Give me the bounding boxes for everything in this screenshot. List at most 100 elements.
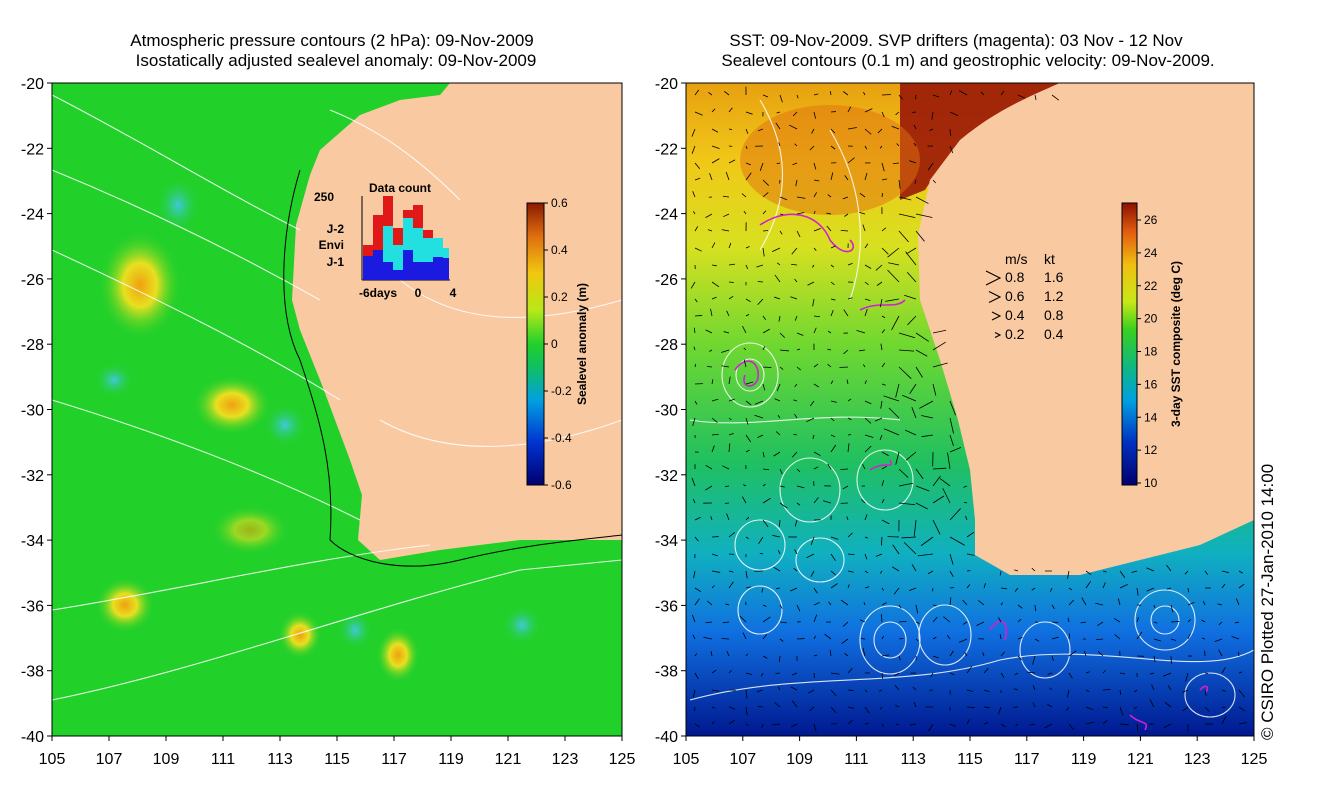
velocity-vector <box>905 429 917 436</box>
bar-envi <box>443 248 449 258</box>
velocity-vector <box>1085 581 1091 589</box>
velocity-vector <box>791 700 798 708</box>
velocity-vector <box>998 617 1002 623</box>
velocity-vector <box>949 128 952 137</box>
velocity-vector <box>694 672 699 680</box>
velocity-vector <box>745 298 751 303</box>
y-tick-label: -32 <box>21 468 44 485</box>
velocity-vector <box>692 498 696 504</box>
velocity-vector <box>1034 604 1036 612</box>
velocity-vector <box>894 685 900 691</box>
velocity-vector <box>927 570 934 575</box>
velocity-vector <box>779 213 784 216</box>
velocity-vector <box>932 179 936 184</box>
velocity-vector <box>1221 706 1226 709</box>
velocity-vector <box>1085 706 1094 711</box>
velocity-vector <box>791 247 798 255</box>
velocity-vector <box>949 400 956 416</box>
velocity-vector <box>779 196 788 201</box>
velocity-vector <box>903 542 917 555</box>
x-tick-label: 119 <box>438 751 464 768</box>
velocity-vector <box>743 347 747 351</box>
velocity-vector <box>830 245 836 249</box>
velocity-vector <box>932 467 947 470</box>
velocity-vector <box>946 635 951 640</box>
velocity-vector <box>864 172 868 181</box>
bar-j1 <box>433 257 443 280</box>
velocity-vector <box>813 210 816 215</box>
x-tick-label: 113 <box>267 751 293 768</box>
velocity-vector <box>745 653 749 657</box>
velocity-vector <box>920 536 934 547</box>
velocity-vector <box>754 400 764 405</box>
velocity-vector <box>919 400 934 409</box>
velocity-vector <box>813 192 817 198</box>
velocity-vector <box>792 111 798 117</box>
velocity-vector <box>949 446 962 453</box>
velocity-vector <box>1080 621 1087 624</box>
velocity-vector <box>881 247 889 255</box>
velocity-vector <box>709 349 713 352</box>
velocity-vector <box>822 500 832 504</box>
velocity-vector <box>847 689 854 692</box>
velocity-vector <box>847 157 855 164</box>
velocity-vector <box>1051 604 1055 609</box>
velocity-vector <box>824 633 832 640</box>
anomaly-low <box>337 610 373 650</box>
y-tick-label: -28 <box>655 337 678 354</box>
velocity-vector <box>711 108 716 113</box>
velocity-vector <box>711 721 715 725</box>
velocity-vector <box>1166 564 1172 572</box>
velocity-vector <box>794 315 798 321</box>
x-tick-label: 111 <box>211 751 235 768</box>
velocity-vector <box>864 689 868 693</box>
velocity-vector <box>1067 617 1070 623</box>
velocity-vector <box>1081 597 1087 606</box>
velocity-vector <box>830 689 837 697</box>
velocity-vector <box>1221 570 1230 574</box>
velocity-vector <box>813 614 818 623</box>
velocity-vector <box>796 196 806 199</box>
velocity-vector <box>813 723 817 732</box>
velocity-vector <box>842 621 849 627</box>
colorbar-tick-label: 20 <box>1144 312 1158 326</box>
velocity-vector <box>692 191 696 198</box>
velocity-vector <box>921 434 934 438</box>
velocity-vector <box>1102 706 1109 709</box>
bar-j1 <box>373 250 383 280</box>
velocity-vector <box>779 502 788 509</box>
velocity-vector <box>1047 672 1053 675</box>
velocity-vector <box>813 315 820 318</box>
velocity-vector <box>778 315 781 322</box>
velocity-vector <box>861 499 866 504</box>
data-count-inset: Data count 250 <box>314 181 457 300</box>
x-tick-label: 117 <box>1014 751 1040 768</box>
velocity-vector <box>883 395 900 402</box>
velocity-vector <box>725 603 730 606</box>
velocity-vector <box>756 264 764 268</box>
velocity-vector <box>911 407 917 419</box>
velocity-vector <box>1015 723 1019 727</box>
velocity-vector <box>728 417 732 421</box>
colorbar-tick-label: 18 <box>1144 345 1158 359</box>
velocity-vector <box>895 704 900 708</box>
velocity-vector <box>881 451 889 456</box>
velocity-legend-ms: 0.2 <box>1005 326 1025 342</box>
velocity-vector <box>809 706 815 712</box>
velocity-vector <box>880 343 883 351</box>
velocity-vector <box>703 636 713 640</box>
velocity-vector <box>1085 671 1091 674</box>
velocity-vector <box>847 297 853 300</box>
velocity-vector <box>1153 621 1158 624</box>
velocity-vector <box>1162 672 1172 677</box>
velocity-vector <box>898 468 909 478</box>
left-title-line1: Atmospheric pressure contours (2 hPa): 0… <box>130 31 533 50</box>
velocity-vector <box>1068 650 1077 657</box>
velocity-vector <box>881 193 884 198</box>
velocity-vector <box>880 614 883 623</box>
velocity-vector <box>1049 687 1053 691</box>
anomaly-high <box>98 230 182 340</box>
velocity-vector <box>724 485 730 488</box>
velocity-vector <box>745 434 752 443</box>
velocity-vector <box>745 162 751 166</box>
